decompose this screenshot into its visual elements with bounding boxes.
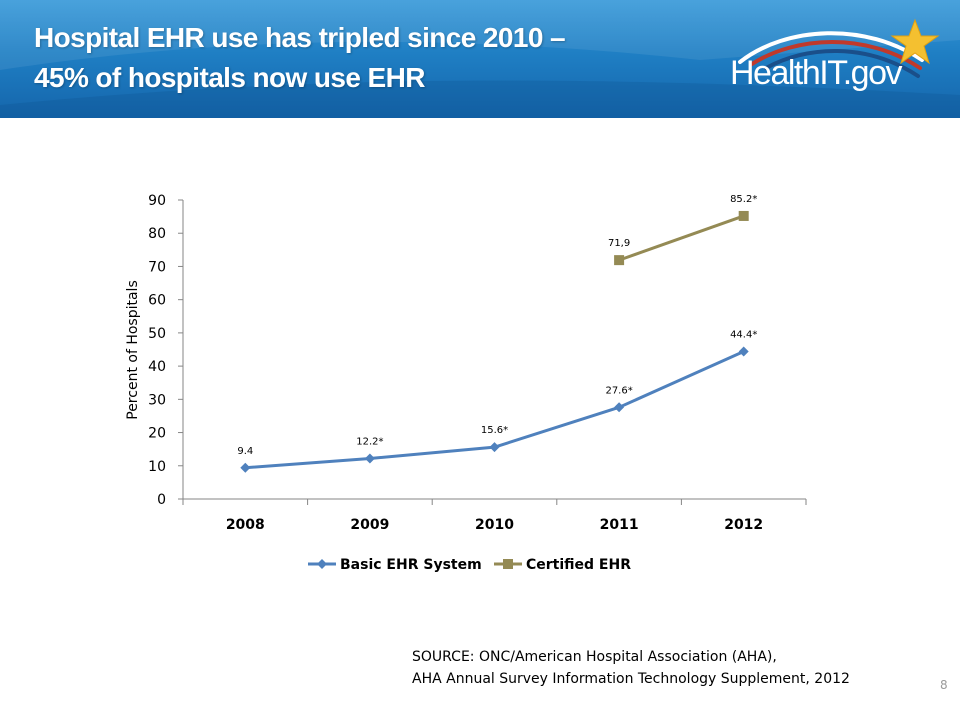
healthit-logo: HealthIT.gov bbox=[726, 18, 940, 98]
source-line-1: SOURCE: ONC/American Hospital Associatio… bbox=[412, 649, 777, 665]
legend-label: Certified EHR bbox=[526, 557, 631, 573]
data-label: 44.4* bbox=[730, 329, 757, 340]
series-basic-ehr-system: 9.4 12.2* 15.6* 27.6* 44.4* bbox=[237, 329, 757, 473]
x-tick-label: 2012 bbox=[724, 517, 763, 533]
y-tick-label: 10 bbox=[148, 459, 166, 475]
y-tick-label: 90 bbox=[148, 193, 166, 209]
data-point-marker bbox=[738, 210, 749, 221]
data-label: 15.6* bbox=[481, 425, 508, 436]
legend: Basic EHR System Certified EHR bbox=[308, 557, 631, 573]
page-number: 8 bbox=[940, 678, 948, 692]
y-tick-label: 0 bbox=[157, 492, 166, 508]
data-label: 71,9 bbox=[608, 238, 630, 249]
slide-title: Hospital EHR use has tripled since 2010 … bbox=[34, 18, 674, 98]
data-label: 12.2* bbox=[356, 436, 383, 447]
data-point-marker bbox=[364, 453, 375, 464]
data-point-marker bbox=[614, 255, 625, 266]
star-icon bbox=[890, 18, 940, 65]
x-tick-label: 2008 bbox=[226, 517, 265, 533]
data-point-marker bbox=[738, 346, 749, 357]
series-line bbox=[618, 214, 745, 262]
data-point-marker bbox=[503, 559, 513, 569]
data-point-marker bbox=[614, 402, 625, 413]
data-point-marker bbox=[240, 462, 251, 473]
logo-swoosh-icon bbox=[738, 31, 924, 78]
y-tick-label: 20 bbox=[148, 426, 166, 442]
data-label: 85.2* bbox=[730, 194, 757, 205]
slide-title-line-2: 45% of hospitals now use EHR bbox=[34, 62, 425, 93]
x-tick-label: 2011 bbox=[600, 517, 639, 533]
legend-item: Basic EHR System bbox=[308, 557, 482, 573]
y-axis: 0 10 20 30 40 50 60 70 80 90 bbox=[148, 193, 184, 508]
series: 9.4 12.2* 15.6* 27.6* 44.4* 71,9 85.2* bbox=[237, 194, 757, 473]
y-tick-label: 60 bbox=[148, 293, 166, 309]
source-line-2: AHA Annual Survey Information Technology… bbox=[412, 671, 850, 687]
data-point-marker bbox=[317, 559, 327, 569]
slide-title-line-1: Hospital EHR use has tripled since 2010 … bbox=[34, 22, 566, 53]
source-citation: SOURCE: ONC/American Hospital Associatio… bbox=[412, 646, 850, 690]
y-axis-title: Percent of Hospitals bbox=[125, 280, 141, 420]
logo-text: HealthIT.gov bbox=[730, 54, 903, 92]
data-point-marker bbox=[489, 442, 500, 453]
data-label: 27.6* bbox=[605, 385, 632, 396]
y-tick-label: 70 bbox=[148, 259, 166, 275]
y-tick-label: 40 bbox=[148, 359, 166, 375]
data-label: 9.4 bbox=[237, 446, 253, 457]
x-tick-label: 2010 bbox=[475, 517, 514, 533]
y-tick-label: 50 bbox=[148, 326, 166, 342]
header-swoosh-decoration bbox=[0, 0, 960, 118]
legend-label: Basic EHR System bbox=[340, 557, 482, 573]
legend-item: Certified EHR bbox=[494, 557, 631, 573]
series-certified-ehr: 71,9 85.2* bbox=[608, 194, 757, 266]
y-tick-label: 30 bbox=[148, 392, 166, 408]
x-axis: 2008 2009 2010 2011 2012 bbox=[182, 498, 807, 533]
header-banner: Hospital EHR use has tripled since 2010 … bbox=[0, 0, 960, 118]
x-tick-label: 2009 bbox=[350, 517, 389, 533]
y-tick-label: 80 bbox=[148, 226, 166, 242]
